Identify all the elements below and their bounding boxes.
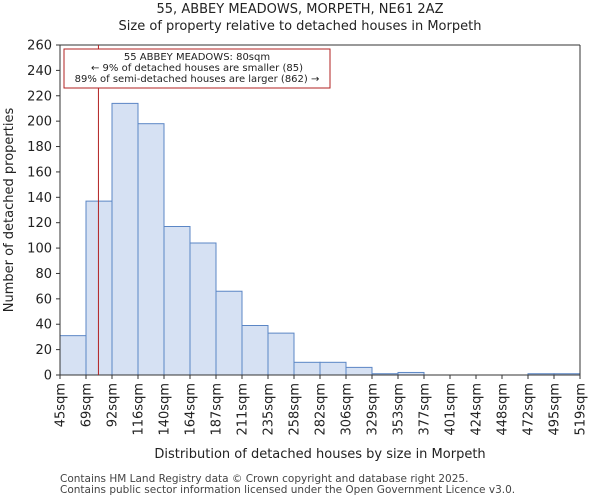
annotation-line-2: ← 9% of detached houses are smaller (85)	[91, 63, 303, 74]
y-axis-label: Number of detached properties	[2, 108, 17, 313]
bar-306sqm	[345, 366, 373, 376]
annotation-line-1: 55 ABBEY MEADOWS: 80sqm	[124, 52, 270, 63]
bar-282sqm	[319, 361, 347, 376]
y-tick-label-240: 240	[27, 64, 52, 79]
x-tick-label-187sqm: 187sqm	[210, 383, 225, 436]
x-tick-label-69sqm: 69sqm	[80, 383, 95, 427]
x-tick-label-211sqm: 211sqm	[236, 383, 251, 436]
bar-140sqm	[163, 226, 191, 376]
y-tick-label-80: 80	[35, 267, 52, 282]
y-tick-label-180: 180	[27, 140, 52, 155]
annotation-line-3: 89% of semi-detached houses are larger (…	[75, 74, 320, 85]
bar-164sqm	[189, 242, 217, 376]
x-tick-label-472sqm: 472sqm	[522, 383, 537, 436]
y-tick-label-60: 60	[35, 292, 52, 307]
chart-subtitle: Size of property relative to detached ho…	[118, 19, 482, 34]
x-tick-label-45sqm: 45sqm	[54, 383, 69, 427]
x-tick-label-306sqm: 306sqm	[340, 383, 355, 436]
y-tick-label-220: 220	[27, 89, 52, 104]
x-tick-label-235sqm: 235sqm	[262, 383, 277, 436]
x-tick-label-329sqm: 329sqm	[366, 383, 381, 436]
x-tick-label-164sqm: 164sqm	[184, 383, 199, 436]
x-tick-label-282sqm: 282sqm	[314, 383, 329, 436]
footer-line-1: Contains HM Land Registry data © Crown c…	[60, 473, 469, 485]
bar-45sqm	[59, 335, 87, 376]
x-axis-label: Distribution of detached houses by size …	[154, 447, 485, 462]
x-tick-label-92sqm: 92sqm	[106, 383, 121, 427]
y-tick-label-120: 120	[27, 216, 52, 231]
footer-line-2: Contains public sector information licen…	[60, 484, 516, 496]
x-tick-label-116sqm: 116sqm	[132, 383, 147, 436]
y-tick-label-100: 100	[27, 242, 52, 257]
bar-116sqm	[137, 123, 165, 376]
y-tick-label-40: 40	[35, 318, 52, 333]
x-tick-label-424sqm: 424sqm	[470, 383, 485, 436]
x-tick-label-140sqm: 140sqm	[158, 383, 173, 436]
x-tick-label-401sqm: 401sqm	[444, 383, 459, 436]
bar-187sqm	[215, 290, 243, 376]
x-tick-label-353sqm: 353sqm	[392, 383, 407, 436]
y-tick-label-200: 200	[27, 115, 52, 130]
bars-group	[59, 102, 581, 376]
bar-92sqm	[111, 102, 139, 376]
bar-211sqm	[241, 325, 269, 376]
y-tick-label-0: 0	[44, 369, 52, 384]
axes-group: 0 20 40 60 80 100 120 140 160 180 200 220 240 260 45sq…	[2, 39, 589, 463]
annotation-box	[63, 48, 331, 89]
x-tick-label-258sqm: 258sqm	[288, 383, 303, 436]
y-tick-label-260: 260	[27, 39, 52, 54]
x-tick-label-448sqm: 448sqm	[496, 383, 511, 436]
bar-235sqm	[267, 332, 295, 376]
bar-258sqm	[293, 361, 321, 376]
x-tick-label-519sqm: 519sqm	[574, 383, 589, 436]
y-tick-label-20: 20	[35, 343, 52, 358]
y-tick-label-140: 140	[27, 191, 52, 206]
chart-title: 55, ABBEY MEADOWS, MORPETH, NE61 2AZ	[156, 2, 444, 17]
bar-69sqm	[85, 200, 113, 376]
x-tick-label-377sqm: 377sqm	[418, 383, 433, 436]
annotation-group: 55 ABBEY MEADOWS: 80sqm← 9% of detached …	[63, 45, 331, 375]
y-tick-label-160: 160	[27, 165, 52, 180]
x-tick-label-495sqm: 495sqm	[548, 383, 563, 436]
